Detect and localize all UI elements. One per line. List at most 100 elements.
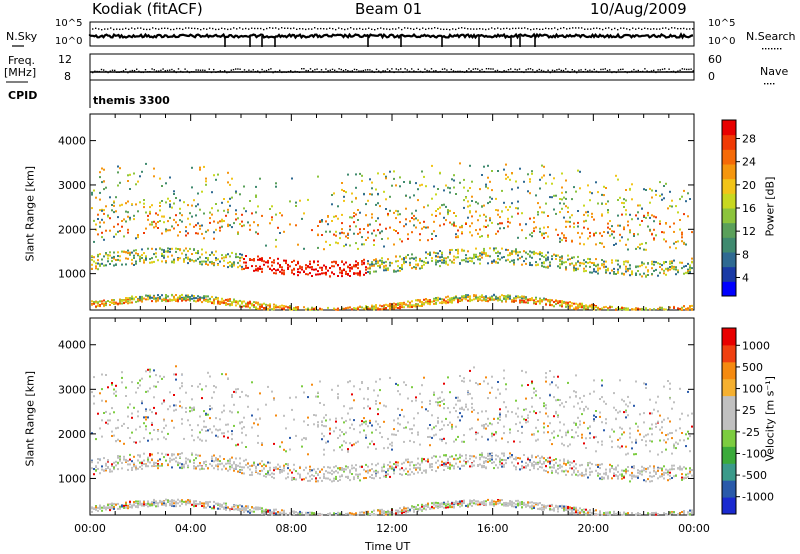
- velocity-point: [347, 449, 349, 452]
- power-point: [533, 250, 535, 253]
- velocity-point: [309, 470, 311, 473]
- power-point: [139, 201, 141, 204]
- velocity-point: [339, 468, 341, 471]
- power-point: [215, 297, 217, 300]
- power-point: [463, 297, 465, 300]
- nsky-dot: [650, 28, 652, 30]
- nsky-dot: [584, 28, 586, 30]
- power-point: [393, 306, 395, 309]
- power-point: [345, 307, 347, 310]
- velocity-point: [91, 432, 93, 435]
- power-point: [657, 274, 659, 277]
- power-point: [595, 305, 597, 307]
- power-point: [603, 185, 605, 188]
- power-point: [595, 306, 597, 309]
- power-point: [507, 225, 509, 228]
- power-point: [357, 267, 359, 270]
- power-point: [553, 253, 555, 256]
- velocity-point: [165, 453, 167, 456]
- power-point: [147, 214, 149, 217]
- power-point: [257, 267, 259, 270]
- power-point: [195, 224, 197, 227]
- velocity-point: [131, 504, 133, 507]
- power-point: [189, 299, 191, 302]
- power-point: [201, 263, 203, 266]
- power-point: [241, 305, 243, 308]
- power-point: [335, 260, 337, 263]
- velocity-point: [367, 387, 369, 390]
- nsky-dot: [311, 28, 313, 30]
- nsky-dot: [197, 28, 199, 30]
- power-point: [289, 305, 291, 308]
- power-point: [103, 255, 105, 258]
- nsky-dot: [203, 27, 205, 30]
- power-point: [473, 262, 475, 265]
- power-point: [403, 225, 405, 228]
- power-point: [249, 300, 251, 303]
- velocity-point: [125, 395, 127, 397]
- power-point: [323, 248, 325, 251]
- power-point: [647, 274, 649, 276]
- nsky-dot: [638, 27, 640, 30]
- nsky-dot: [296, 28, 298, 31]
- velocity-point: [153, 461, 155, 464]
- power-point: [357, 273, 359, 276]
- power-point: [489, 255, 491, 258]
- nsky-dot: [542, 28, 544, 31]
- velocity-point: [201, 505, 203, 507]
- power-point: [683, 189, 685, 192]
- power-point: [131, 301, 133, 304]
- power-point: [349, 225, 351, 228]
- power-point: [585, 265, 587, 268]
- power-point: [587, 237, 589, 240]
- velocity-point: [251, 381, 253, 384]
- power-point: [159, 205, 161, 207]
- velocity-point: [383, 475, 385, 478]
- power-point: [93, 260, 95, 263]
- power-point: [361, 263, 363, 266]
- velocity-point: [243, 507, 245, 510]
- velocity-point: [317, 513, 319, 516]
- velocity-point: [265, 403, 267, 406]
- power-point: [585, 219, 587, 222]
- velocity-point: [153, 385, 155, 388]
- power-point: [385, 303, 387, 306]
- power-point: [339, 268, 341, 271]
- power-point: [539, 187, 541, 190]
- freq-dot: [428, 70, 430, 72]
- power-point: [359, 211, 361, 214]
- velocity-point: [173, 394, 175, 396]
- nsky-dot: [92, 28, 94, 30]
- freq-dot: [690, 68, 692, 70]
- power-point: [359, 172, 361, 175]
- power-point: [431, 197, 433, 200]
- power-point: [231, 262, 233, 265]
- power-point: [363, 273, 365, 276]
- power-point: [183, 259, 185, 262]
- velocity-point: [403, 506, 405, 509]
- velocity-point: [249, 510, 251, 513]
- power-point: [453, 224, 455, 227]
- power-point: [201, 296, 203, 299]
- nsky-dot: [425, 28, 427, 31]
- freq-dot: [468, 68, 470, 70]
- power-point: [261, 259, 263, 262]
- power-point: [543, 255, 545, 258]
- freq-dot: [633, 68, 635, 71]
- power-point: [663, 262, 665, 265]
- power-point: [457, 300, 459, 303]
- power-point: [109, 217, 111, 220]
- velocity-point: [269, 511, 271, 514]
- power-point: [543, 262, 545, 265]
- velocity-point: [127, 427, 129, 429]
- nsky-dot: [113, 28, 115, 31]
- velocity-point: [115, 427, 117, 430]
- power-point: [607, 222, 609, 225]
- power-point: [625, 270, 627, 273]
- velocity-point: [399, 414, 401, 417]
- power-point: [561, 303, 563, 306]
- power-point: [217, 302, 219, 305]
- power-point: [619, 233, 621, 236]
- power-point: [593, 307, 595, 310]
- velocity-point: [239, 396, 241, 398]
